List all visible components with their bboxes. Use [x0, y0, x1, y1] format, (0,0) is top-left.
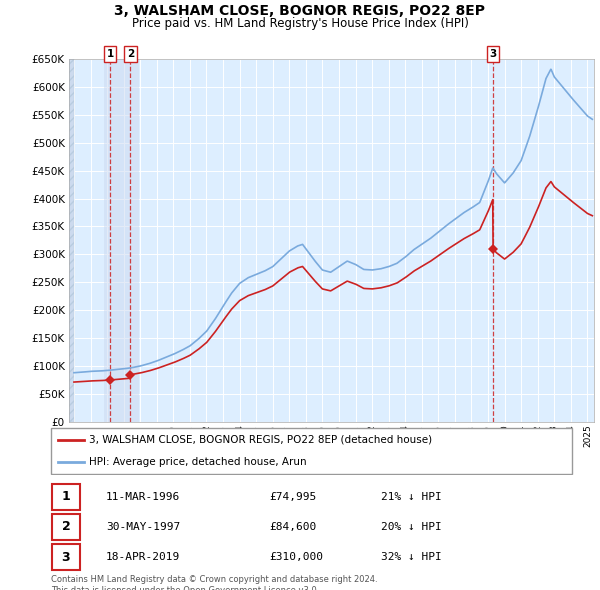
Text: 3, WALSHAM CLOSE, BOGNOR REGIS, PO22 8EP: 3, WALSHAM CLOSE, BOGNOR REGIS, PO22 8EP	[115, 4, 485, 18]
FancyBboxPatch shape	[50, 428, 572, 474]
Text: 2: 2	[127, 49, 134, 59]
Text: 2: 2	[62, 520, 70, 533]
FancyBboxPatch shape	[52, 514, 80, 540]
Text: 20% ↓ HPI: 20% ↓ HPI	[380, 522, 442, 532]
Text: £84,600: £84,600	[270, 522, 317, 532]
Text: 30-MAY-1997: 30-MAY-1997	[106, 522, 181, 532]
Text: 3, WALSHAM CLOSE, BOGNOR REGIS, PO22 8EP (detached house): 3, WALSHAM CLOSE, BOGNOR REGIS, PO22 8EP…	[89, 435, 433, 445]
FancyBboxPatch shape	[52, 544, 80, 571]
Text: £310,000: £310,000	[270, 552, 324, 562]
Text: 3: 3	[62, 550, 70, 563]
Text: 3: 3	[489, 49, 496, 59]
Bar	[69, 59, 74, 422]
Text: 21% ↓ HPI: 21% ↓ HPI	[380, 492, 442, 502]
Text: £74,995: £74,995	[270, 492, 317, 502]
Text: HPI: Average price, detached house, Arun: HPI: Average price, detached house, Arun	[89, 457, 307, 467]
FancyBboxPatch shape	[52, 484, 80, 510]
Text: 11-MAR-1996: 11-MAR-1996	[106, 492, 181, 502]
Text: 32% ↓ HPI: 32% ↓ HPI	[380, 552, 442, 562]
Text: 1: 1	[62, 490, 70, 503]
Text: Contains HM Land Registry data © Crown copyright and database right 2024.
This d: Contains HM Land Registry data © Crown c…	[51, 575, 377, 590]
Bar	[104, 59, 139, 422]
Text: Price paid vs. HM Land Registry's House Price Index (HPI): Price paid vs. HM Land Registry's House …	[131, 17, 469, 30]
Text: 18-APR-2019: 18-APR-2019	[106, 552, 181, 562]
Text: 1: 1	[107, 49, 114, 59]
Bar	[69, 59, 74, 422]
